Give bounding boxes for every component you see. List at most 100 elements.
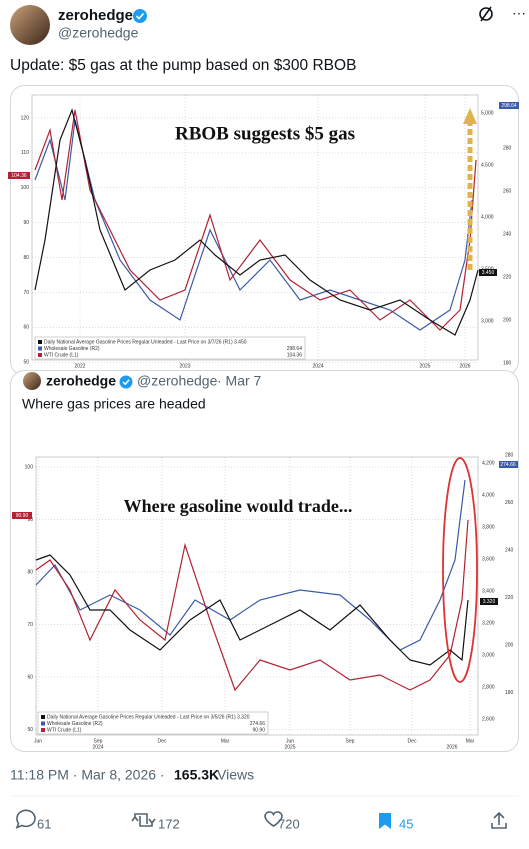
x-tick-label: 2023 [179,363,190,369]
y-tick-label: 280 [505,452,514,458]
y-tick-label: 90 [27,517,33,523]
y-tick-label: 5,000 [481,110,494,116]
y-tick-label: 200 [503,317,512,323]
flag [480,598,498,605]
view-count: 165.3K [174,767,219,783]
flag [8,172,30,179]
x-tick-label: Mar [466,738,475,744]
y-tick-label: 3,800 [482,524,495,530]
legend-label: Daily National Average Gasoline Prices R… [44,339,247,345]
x-tick-label: Dec [408,738,417,744]
x-tick-label: Jun [34,738,42,744]
y-tick-label: 180 [505,690,514,696]
y-tick-label: 4,200 [482,460,495,466]
bookmark-icon[interactable] [379,813,391,829]
x-tick-label: Sep [94,738,103,744]
x-tick-label: Mar [221,738,230,744]
quote-avatar [23,372,41,390]
repost-icon[interactable] [131,813,156,827]
flag [479,269,497,276]
repost-count: 172 [158,816,180,831]
wti-line [35,519,469,692]
y-tick-label: 4,500 [481,162,494,168]
x-tick-label: Jun [286,738,294,744]
y-tick-label: 240 [505,547,514,553]
x-tick-label: 2025 [419,363,430,369]
gas-price-line [34,108,479,336]
flag-label: 274.66 [500,462,516,468]
chart-annotation: Where gasoline would trade... [124,496,353,516]
legend-swatch [38,353,42,357]
flag-label: 298.64 [501,103,517,109]
flag [499,102,519,109]
legend-value: 298.64 [287,346,303,352]
y-tick-label: 70 [23,290,29,296]
y-tick-label: 3,400 [482,588,495,594]
y-tick-label: 50 [23,360,29,366]
y-tick-label: 2,800 [482,684,495,690]
tweet-text: Update: $5 gas at the pump based on $300… [10,57,356,74]
verified-badge [133,9,147,23]
y-tick-label: 280 [503,145,512,151]
y-tick-label: 80 [23,255,29,261]
y-tick-label: 3,200 [482,620,495,626]
verified-check [122,379,130,386]
legend-swatch [41,715,45,719]
verified-badge [119,375,133,389]
y-tick-label: 3,000 [481,318,494,324]
y-tick-label: 60 [27,674,33,680]
y-tick-label: 4,000 [482,492,495,498]
x-tick-label: 2024 [312,363,323,369]
legend-swatch [41,728,45,732]
y-tick-label: 90 [23,220,29,226]
quote-text: Where gas prices are headed [22,396,206,412]
views-label: Views [217,767,254,783]
grok-icon[interactable] [479,7,493,21]
wholesale-line [35,479,466,651]
quote-name: zerohedge [46,373,116,389]
y-tick-label: 80 [27,569,33,575]
quote-date: · Mar 7 [217,373,262,389]
quote-handle: @zerohedge [137,373,218,389]
flag [12,512,32,519]
highlight-ellipse [442,457,478,683]
verified-check [135,12,145,20]
legend-swatch [38,346,42,351]
y-tick-label: 100 [25,464,34,470]
legend [34,336,306,360]
x-tick-label: 2024 [92,744,103,750]
like-count: 720 [278,816,300,831]
avatar[interactable] [10,5,50,45]
chart-annotation: RBOB suggests $5 gas [175,123,355,144]
bookmark-count: 45 [399,816,413,831]
flag-label: 90.90 [16,513,29,519]
legend-value: 90.90 [252,727,265,733]
y-tick-label: 260 [503,188,512,194]
flag-label: 104.36 [11,173,27,179]
share-icon[interactable] [491,811,507,829]
legend-value: 274.66 [250,721,266,727]
author-handle[interactable]: @zerohedge [58,25,139,41]
y-tick-label: 240 [503,231,512,237]
plot-area [35,456,479,736]
reply-count: 61 [37,816,51,831]
more-button[interactable]: ··· [512,5,526,21]
y-tick-label: 120 [21,115,30,121]
x-tick-label: Dec [158,738,167,744]
y-tick-label: 70 [27,622,33,628]
author-name[interactable]: zerohedge [58,7,133,24]
legend-label: WTI Crude (L1) [44,352,79,358]
reply-icon[interactable] [15,809,36,829]
y-tick-label: 220 [503,274,512,280]
legend-label: Daily National Average Gasoline Prices R… [47,714,250,720]
legend-swatch [41,721,45,726]
flag-label: 3.450 [482,270,495,276]
legend-swatch [38,340,42,344]
x-tick-label: 2026 [446,744,457,750]
legend-label: Wholesale Gasoline (R2) [44,346,100,352]
y-tick-label: 50 [27,727,33,733]
timestamp[interactable]: 11:18 PM · Mar 8, 2026 · [10,767,165,783]
y-tick-label: 200 [505,642,514,648]
like-icon[interactable] [264,811,283,827]
y-tick-label: 100 [21,185,30,191]
